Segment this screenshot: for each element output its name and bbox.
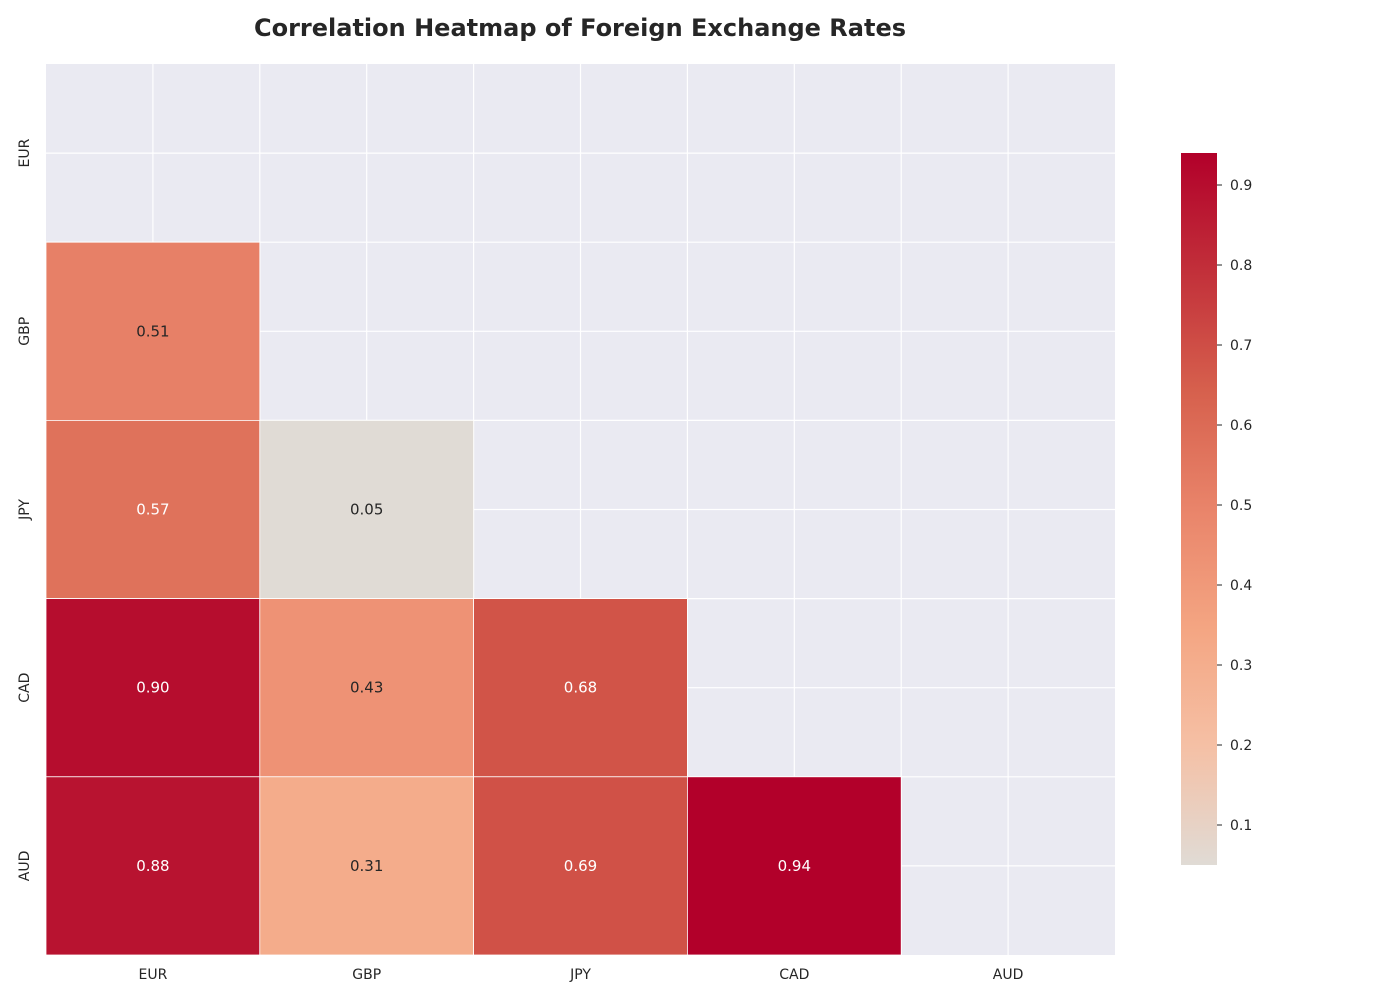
- cell-value-label: 0.68: [564, 679, 597, 697]
- cell-value-label: 0.43: [350, 679, 383, 697]
- heatmap-cell-cad-jpy: [473, 598, 688, 778]
- cell-value-label: 0.05: [350, 501, 383, 519]
- x-tick-label-gbp: GBP: [352, 967, 381, 983]
- x-tick-label-jpy: JPY: [569, 967, 591, 983]
- colorbar-tick-label: 0.1: [1230, 818, 1252, 834]
- colorbar: 0.1 0.2 0.3 0.4 0.5 0.6 0.7 0.8 0.9: [1181, 153, 1252, 865]
- colorbar-tick-label: 0.9: [1230, 178, 1252, 194]
- colorbar-tick-label: 0.8: [1230, 258, 1252, 274]
- cell-value-label: 0.94: [778, 857, 811, 875]
- colorbar-tick-label: 0.2: [1230, 738, 1252, 754]
- y-tick-label-eur: EUR: [17, 138, 33, 167]
- heatmap-cells: 0.51 0.57 0.05 0.90 0.43 0.68 0.88 0.31 0.69 0.94: [45, 241, 902, 956]
- x-axis-ticks: EUR GBP JPY CAD AUD: [138, 967, 1023, 983]
- heatmap-cell-gbp-eur: [45, 241, 261, 421]
- heatmap-cell-aud-eur: [45, 776, 261, 956]
- heatmap-cell-cad-eur: [45, 598, 261, 778]
- y-tick-label-jpy: JPY: [17, 499, 33, 521]
- y-tick-label-aud: AUD: [17, 851, 33, 882]
- cell-value-label: 0.88: [136, 857, 169, 875]
- x-tick-label-aud: AUD: [993, 967, 1024, 983]
- chart-title: Correlation Heatmap of Foreign Exchange …: [254, 14, 906, 42]
- heatmap-cell-aud-jpy: [473, 776, 688, 956]
- heatmap-cell-aud-cad: [687, 776, 902, 956]
- heatmap-cell-cad-gbp: [259, 598, 474, 778]
- colorbar-tick-label: 0.6: [1230, 418, 1252, 434]
- y-tick-label-cad: CAD: [17, 673, 33, 703]
- y-axis-ticks: EUR GBP JPY CAD AUD: [17, 138, 33, 881]
- cell-value-label: 0.57: [136, 501, 169, 519]
- heatmap-cell-aud-gbp: [259, 776, 474, 956]
- colorbar-tick-label: 0.3: [1230, 658, 1252, 674]
- colorbar-tick-label: 0.5: [1230, 498, 1252, 514]
- cell-value-label: 0.31: [350, 857, 383, 875]
- y-tick-label-gbp: GBP: [17, 317, 33, 346]
- heatmap-cell-jpy-eur: [45, 419, 261, 599]
- x-tick-label-eur: EUR: [138, 967, 167, 983]
- heatmap-cell-jpy-gbp: [259, 419, 474, 599]
- x-tick-label-cad: CAD: [779, 967, 809, 983]
- colorbar-tick-label: 0.7: [1230, 338, 1252, 354]
- cell-value-label: 0.90: [136, 679, 169, 697]
- cell-value-label: 0.51: [136, 322, 169, 340]
- colorbar-gradient: [1181, 153, 1217, 865]
- cell-value-label: 0.69: [564, 857, 597, 875]
- colorbar-tick-label: 0.4: [1230, 578, 1252, 594]
